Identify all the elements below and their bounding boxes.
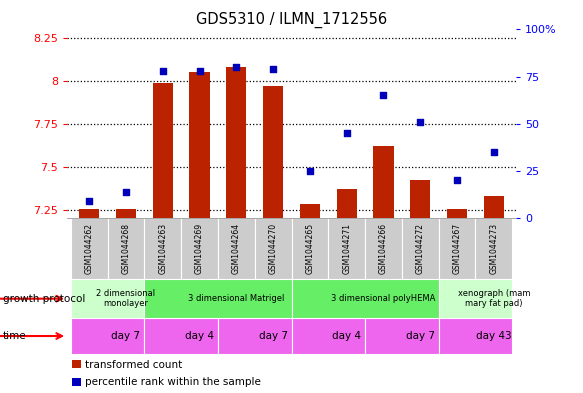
Text: 3 dimensional Matrigel: 3 dimensional Matrigel	[188, 294, 285, 303]
Bar	[181, 218, 218, 279]
Point	[342, 130, 352, 136]
Bar	[484, 196, 504, 218]
Point	[158, 68, 167, 74]
Bar	[72, 360, 82, 368]
Bar	[145, 279, 292, 318]
Title: GDS5310 / ILMN_1712556: GDS5310 / ILMN_1712556	[196, 12, 387, 28]
Text: day 4: day 4	[332, 331, 361, 341]
Bar	[328, 218, 365, 279]
Point	[195, 68, 204, 74]
Bar	[226, 67, 247, 218]
Bar	[263, 86, 283, 218]
Bar	[72, 378, 82, 386]
Text: time: time	[3, 331, 27, 341]
Bar	[189, 72, 210, 218]
Bar	[292, 218, 328, 279]
Bar	[145, 218, 181, 279]
Bar	[71, 318, 145, 354]
Bar	[447, 209, 467, 218]
Bar	[438, 318, 512, 354]
Bar	[336, 189, 357, 218]
Text: 3 dimensional polyHEMA: 3 dimensional polyHEMA	[331, 294, 436, 303]
Bar	[71, 279, 145, 318]
Point	[268, 66, 278, 72]
Text: GSM1044271: GSM1044271	[342, 223, 351, 274]
Text: GSM1044267: GSM1044267	[452, 223, 462, 274]
Bar	[153, 83, 173, 218]
Text: growth protocol: growth protocol	[3, 294, 85, 304]
Bar	[145, 318, 218, 354]
Bar	[292, 318, 365, 354]
Bar	[292, 279, 438, 318]
Bar	[438, 218, 476, 279]
Point	[452, 177, 462, 184]
Bar	[365, 318, 438, 354]
Point	[489, 149, 498, 155]
Point	[379, 92, 388, 99]
Bar	[365, 218, 402, 279]
Bar	[79, 209, 99, 218]
Point	[121, 189, 131, 195]
Text: GSM1044263: GSM1044263	[158, 223, 167, 274]
Text: day 7: day 7	[259, 331, 287, 341]
Bar	[255, 218, 292, 279]
Text: GSM1044269: GSM1044269	[195, 223, 204, 274]
Text: 2 dimensional
monolayer: 2 dimensional monolayer	[96, 289, 156, 309]
Text: day 43: day 43	[476, 331, 512, 341]
Text: GSM1044265: GSM1044265	[305, 223, 314, 274]
Text: percentile rank within the sample: percentile rank within the sample	[85, 377, 261, 387]
Point	[416, 119, 425, 125]
Text: GSM1044264: GSM1044264	[232, 223, 241, 274]
Bar	[218, 218, 255, 279]
Bar	[402, 218, 438, 279]
Bar	[107, 218, 145, 279]
Text: transformed count: transformed count	[85, 360, 182, 370]
Text: GSM1044266: GSM1044266	[379, 223, 388, 274]
Bar	[71, 218, 107, 279]
Text: day 4: day 4	[185, 331, 214, 341]
Bar	[410, 180, 430, 218]
Point	[85, 198, 94, 204]
Text: GSM1044268: GSM1044268	[121, 223, 131, 274]
Point	[231, 64, 241, 70]
Bar	[476, 218, 512, 279]
Text: GSM1044272: GSM1044272	[416, 223, 425, 274]
Text: GSM1044270: GSM1044270	[269, 223, 278, 274]
Bar	[300, 204, 320, 218]
Text: day 7: day 7	[111, 331, 141, 341]
Bar	[438, 279, 512, 318]
Text: GSM1044273: GSM1044273	[489, 223, 498, 274]
Bar	[116, 209, 136, 218]
Text: xenograph (mam
mary fat pad): xenograph (mam mary fat pad)	[458, 289, 530, 309]
Text: day 7: day 7	[406, 331, 435, 341]
Text: GSM1044262: GSM1044262	[85, 223, 94, 274]
Bar	[373, 146, 394, 218]
Point	[305, 168, 315, 174]
Bar	[218, 318, 292, 354]
